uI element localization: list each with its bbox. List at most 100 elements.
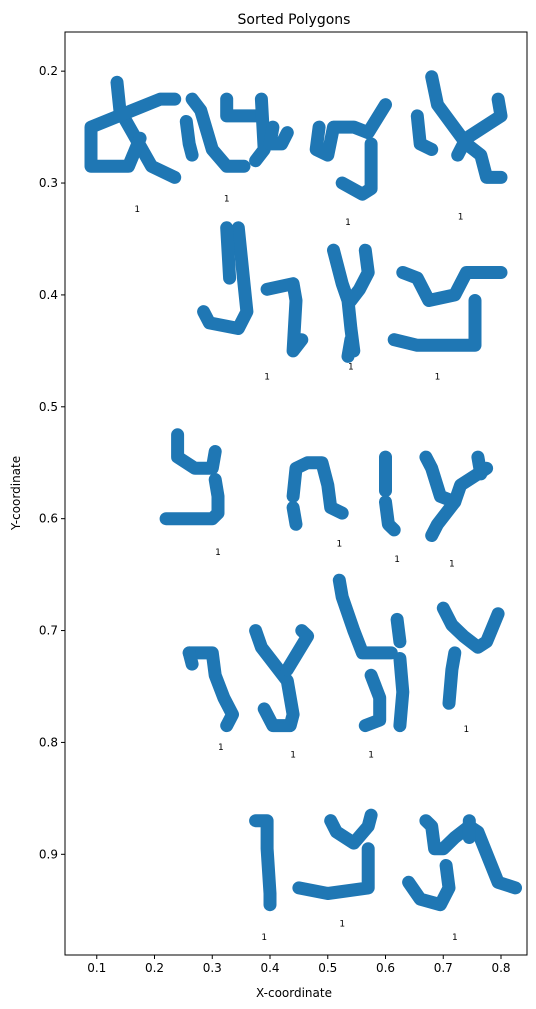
polygon-1: [84, 75, 182, 184]
plot-frame: [64, 31, 528, 956]
polygon-16: [249, 814, 277, 912]
polygon-12-stroke-2: [182, 646, 199, 671]
y-tick-label-3: 0.4: [39, 288, 58, 302]
polygon-11: [419, 450, 494, 542]
polygon-8-stroke-1: [171, 428, 222, 475]
polygon-17: [292, 808, 378, 900]
polygon-4-stroke-1: [425, 70, 508, 184]
polygon-5-stroke-1: [197, 221, 254, 335]
polygon-7-stroke-2: [387, 294, 482, 352]
polygon-15: [436, 601, 505, 710]
polygon-3-stroke-2: [263, 120, 294, 151]
polygon-13-stroke-1: [249, 624, 300, 733]
y-tick-label-4: 0.5: [39, 400, 58, 414]
polygon-2-stroke-4: [249, 92, 271, 168]
polygon-6-stroke-2: [344, 243, 375, 307]
polygon-5-stroke-3: [260, 277, 309, 358]
polygon-8-stroke-2: [159, 473, 225, 526]
x-tick-label-4: 0.4: [260, 961, 279, 975]
polygon-label-16: 1: [261, 933, 267, 943]
polygon-label-6: 1: [348, 363, 354, 373]
polygon-11-stroke-3: [425, 495, 462, 542]
polygon-3-stroke-3: [335, 137, 378, 201]
polygon-label-9: 1: [336, 539, 342, 549]
x-tick-label-7: 0.7: [434, 961, 453, 975]
annotation-layer: 1 1 1 1 1 1 1 1 1 1 1 1 1 1 1 1 1 1: [134, 195, 469, 943]
polygon-2-stroke-1: [185, 92, 251, 173]
polygon-7-stroke-1: [396, 266, 508, 307]
y-axis-label: Y-coordinate: [9, 456, 23, 531]
polygon-3-stroke-1: [309, 98, 392, 162]
polygon-label-8: 1: [215, 548, 221, 558]
polygon-14-stroke-4: [390, 612, 407, 649]
polygon-label-17: 1: [339, 920, 345, 930]
polygon-13-stroke-2: [280, 624, 315, 677]
polygon-18-stroke-3: [402, 859, 456, 912]
y-tick-label-6: 0.7: [39, 624, 58, 638]
polygon-label-3: 1: [345, 218, 351, 228]
x-tick-label-2: 0.2: [145, 961, 164, 975]
polygon-label-2: 1: [224, 195, 230, 205]
polygon-7: [387, 266, 508, 352]
x-tick-label-8: 0.8: [491, 961, 510, 975]
polygon-12: [182, 646, 239, 733]
polygon-15-stroke-1: [436, 601, 505, 654]
polygon-12-stroke-1: [182, 646, 239, 733]
polygon-label-15: 1: [463, 725, 469, 735]
polygon-6: [327, 243, 375, 363]
polygon-15-stroke-2: [442, 646, 462, 710]
polygon-9-stroke-2: [286, 501, 303, 531]
x-tick-label-3: 0.3: [203, 961, 222, 975]
y-tick-label-2: 0.3: [39, 176, 58, 190]
polygon-14-stroke-1: [332, 573, 398, 660]
polygon-9-stroke-1: [286, 456, 349, 520]
polygon-8: [159, 428, 225, 526]
y-tick-label-7: 0.8: [39, 735, 58, 749]
polygon-4: [410, 70, 508, 184]
polygon-16-stroke-1: [249, 814, 277, 912]
polygon-1-stroke-2: [84, 92, 182, 173]
x-tick-label-5: 0.5: [318, 961, 337, 975]
polygon-13: [249, 624, 315, 733]
polygon-14: [332, 573, 410, 733]
polygon-label-4: 1: [458, 213, 464, 223]
x-axis-label: X-coordinate: [256, 986, 332, 1000]
polygon-label-11: 1: [449, 559, 455, 569]
polygon-17-stroke-2: [292, 842, 375, 900]
polygon-label-13: 1: [290, 751, 296, 761]
polygon-4-stroke-2: [451, 92, 508, 162]
polygon-18: [402, 814, 522, 912]
y-tick-label-1: 0.2: [39, 64, 58, 78]
x-axis-ticks: 0.1 0.2 0.3 0.4 0.5 0.6 0.7 0.8: [87, 955, 511, 975]
polygon-label-1: 1: [134, 205, 140, 215]
polygon-17-stroke-1: [324, 808, 378, 850]
polygon-label-10: 1: [394, 555, 400, 565]
polygon-label-7: 1: [435, 373, 441, 383]
polygon-2-stroke-2: [220, 92, 268, 123]
y-axis-ticks: 0.2 0.3 0.4 0.5 0.6 0.7 0.8 0.9: [39, 64, 65, 861]
polygon-5: [197, 221, 309, 358]
polygon-14-stroke-3: [393, 652, 410, 733]
polygon-label-18: 1: [452, 933, 458, 943]
polygon-2-stroke-3: [179, 115, 199, 162]
polygon-11-stroke-1: [419, 450, 494, 509]
x-tick-label-1: 0.1: [87, 961, 106, 975]
polygon-14-stroke-2: [358, 668, 387, 733]
polygon-label-5: 1: [264, 373, 270, 383]
y-tick-label-8: 0.9: [39, 847, 58, 861]
polygon-layer: [84, 70, 522, 912]
polygon-3: [263, 98, 392, 201]
polygon-label-14: 1: [368, 751, 374, 761]
polygon-5-stroke-2: [220, 221, 237, 285]
polygon-2: [179, 92, 271, 173]
chart-title: Sorted Polygons: [238, 12, 351, 28]
polygon-9: [286, 456, 349, 531]
x-tick-label-6: 0.6: [376, 961, 395, 975]
polygon-18-stroke-1: [419, 814, 522, 895]
polygon-6-stroke-3: [341, 333, 358, 363]
polygon-4-stroke-3: [410, 109, 439, 156]
polygon-10-stroke-2: [379, 495, 401, 537]
polygon-11-stroke-2: [471, 450, 488, 481]
polygon-10: [379, 450, 401, 537]
